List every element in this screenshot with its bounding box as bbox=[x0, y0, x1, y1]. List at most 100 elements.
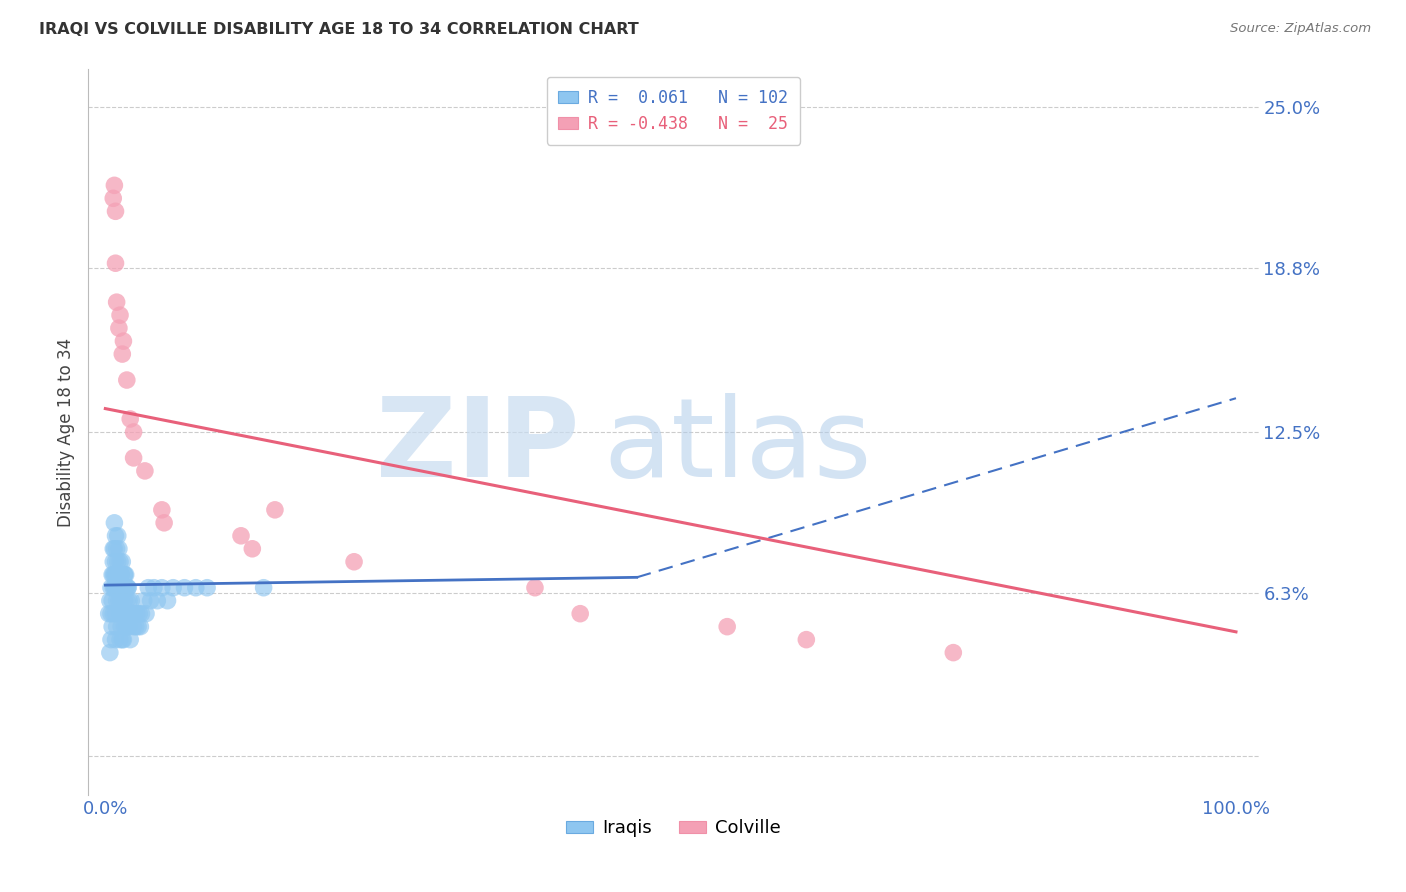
Point bbox=[104, 256, 127, 270]
Point bbox=[114, 593, 136, 607]
Point bbox=[150, 581, 173, 595]
Point bbox=[125, 620, 148, 634]
Point bbox=[343, 555, 366, 569]
Text: IRAQI VS COLVILLE DISABILITY AGE 18 TO 34 CORRELATION CHART: IRAQI VS COLVILLE DISABILITY AGE 18 TO 3… bbox=[39, 22, 640, 37]
Point bbox=[111, 347, 134, 361]
Point bbox=[114, 567, 136, 582]
Text: ZIP: ZIP bbox=[377, 393, 579, 500]
Point bbox=[120, 607, 142, 621]
Point bbox=[184, 581, 207, 595]
Point bbox=[103, 541, 125, 556]
Point bbox=[229, 529, 252, 543]
Point bbox=[104, 581, 127, 595]
Point bbox=[105, 541, 128, 556]
Point bbox=[142, 581, 165, 595]
Point bbox=[112, 607, 135, 621]
Point bbox=[97, 607, 120, 621]
Point bbox=[108, 567, 131, 582]
Point bbox=[115, 593, 138, 607]
Point bbox=[146, 593, 169, 607]
Point bbox=[117, 581, 139, 595]
Point bbox=[117, 581, 139, 595]
Point bbox=[115, 620, 138, 634]
Point bbox=[115, 581, 138, 595]
Point bbox=[108, 581, 131, 595]
Point bbox=[716, 620, 738, 634]
Point bbox=[104, 204, 127, 219]
Text: Source: ZipAtlas.com: Source: ZipAtlas.com bbox=[1230, 22, 1371, 36]
Point bbox=[104, 529, 127, 543]
Point bbox=[122, 450, 145, 465]
Point bbox=[100, 632, 122, 647]
Point bbox=[112, 581, 135, 595]
Point bbox=[108, 567, 131, 582]
Point bbox=[264, 503, 287, 517]
Point bbox=[104, 581, 127, 595]
Point bbox=[108, 541, 131, 556]
Point bbox=[110, 567, 132, 582]
Point bbox=[104, 555, 127, 569]
Point bbox=[108, 581, 131, 595]
Point bbox=[569, 607, 592, 621]
Point bbox=[120, 593, 142, 607]
Point bbox=[131, 607, 153, 621]
Point bbox=[121, 607, 143, 621]
Point bbox=[104, 632, 127, 647]
Point bbox=[108, 555, 131, 569]
Point bbox=[135, 607, 157, 621]
Point bbox=[107, 581, 129, 595]
Point bbox=[105, 593, 128, 607]
Point bbox=[112, 581, 135, 595]
Point bbox=[98, 593, 121, 607]
Point bbox=[794, 632, 817, 647]
Point bbox=[162, 581, 184, 595]
Point bbox=[103, 581, 125, 595]
Point bbox=[118, 593, 141, 607]
Point bbox=[108, 632, 131, 647]
Point bbox=[108, 581, 131, 595]
Point bbox=[156, 593, 179, 607]
Point bbox=[107, 581, 129, 595]
Point bbox=[240, 541, 263, 556]
Point bbox=[110, 620, 132, 634]
Point bbox=[111, 632, 134, 647]
Point bbox=[120, 412, 142, 426]
Point bbox=[101, 593, 124, 607]
Point bbox=[104, 607, 127, 621]
Point bbox=[103, 567, 125, 582]
Point bbox=[103, 607, 125, 621]
Point bbox=[173, 581, 195, 595]
Point bbox=[139, 593, 162, 607]
Point bbox=[122, 620, 145, 634]
Point bbox=[107, 555, 129, 569]
Point bbox=[136, 581, 159, 595]
Point bbox=[114, 567, 136, 582]
Point bbox=[103, 191, 125, 205]
Point bbox=[124, 607, 146, 621]
Point bbox=[134, 464, 156, 478]
Point bbox=[108, 593, 131, 607]
Point bbox=[103, 541, 125, 556]
Point bbox=[101, 567, 124, 582]
Point bbox=[100, 607, 122, 621]
Point bbox=[112, 581, 135, 595]
Point bbox=[103, 178, 125, 193]
Point bbox=[114, 620, 136, 634]
Point bbox=[105, 581, 128, 595]
Point bbox=[108, 567, 131, 582]
Point bbox=[150, 503, 173, 517]
Point bbox=[128, 607, 150, 621]
Point bbox=[105, 620, 128, 634]
Point bbox=[112, 632, 135, 647]
Text: atlas: atlas bbox=[603, 393, 872, 500]
Point bbox=[110, 593, 132, 607]
Point bbox=[108, 607, 131, 621]
Point bbox=[114, 581, 136, 595]
Point bbox=[111, 581, 134, 595]
Point bbox=[111, 555, 134, 569]
Point bbox=[942, 646, 965, 660]
Point bbox=[112, 334, 135, 348]
Point bbox=[523, 581, 546, 595]
Point bbox=[110, 567, 132, 582]
Point bbox=[107, 567, 129, 582]
